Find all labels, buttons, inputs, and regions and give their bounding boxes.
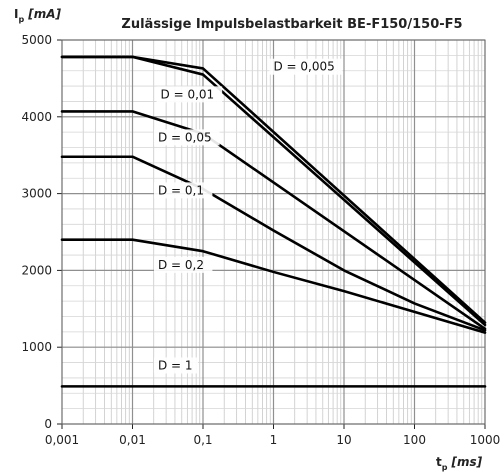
x-axis-label-unit: [ms]: [450, 455, 482, 469]
x-tick-label-6: 1000: [470, 433, 501, 447]
x-axis-label-symbol: t: [436, 455, 442, 469]
y-axis-label-symbol: I: [14, 7, 18, 21]
y-tick-label-2: 2000: [21, 263, 52, 277]
y-tick-label-0: 0: [44, 417, 52, 431]
x-tick-label-4: 10: [336, 433, 351, 447]
x-tick-label-0: 0,001: [45, 433, 79, 447]
y-tick-label-3: 3000: [21, 187, 52, 201]
axis-layer: [57, 39, 486, 429]
series-label-bg-2: [154, 129, 220, 146]
y-axis-label: Ip [mA]: [14, 7, 61, 24]
x-axis-label-subscript: p: [442, 463, 448, 472]
y-tick-label-5: 5000: [21, 33, 52, 47]
series-d-0-05: [60, 110, 487, 331]
series-label-4: D = 0,2: [158, 258, 204, 272]
series-label-bg-0: [269, 58, 343, 75]
series-label-5: D = 1: [158, 358, 193, 372]
y-axis-label-subscript: p: [18, 15, 24, 24]
tick-layer: 0,001 0,01 0,1 1 10 100 1000 0 1000 2000 3000 4000 5…: [21, 33, 500, 447]
y-tick-label-4: 4000: [21, 110, 52, 124]
x-tick-label-5: 100: [403, 433, 426, 447]
series-label-bg-3: [154, 182, 213, 199]
y-tick-label-1: 1000: [21, 340, 52, 354]
series-label-0: D = 0,005: [274, 60, 335, 74]
chart-title: Zulässige Impulsbelastbarkeit BE-F150/15…: [121, 17, 462, 32]
y-axis-label-unit: [mA]: [27, 7, 61, 21]
series-label-bg-4: [154, 256, 213, 273]
plot-frame: [61, 39, 486, 425]
series-label-1: D = 0,01: [161, 87, 215, 101]
x-tick-label-3: 1: [270, 433, 278, 447]
series-d-0-01: [60, 55, 487, 327]
series-label-bg-1: [156, 86, 223, 103]
series-label-3: D = 0,1: [158, 183, 204, 197]
x-axis-label: tp [ms]: [436, 455, 483, 472]
series-d-0-2: [60, 238, 487, 334]
series-d-0-1: [60, 155, 487, 332]
series-label-bg-5: [154, 357, 199, 374]
series-label-2: D = 0,05: [158, 130, 212, 144]
series-layer: [60, 55, 487, 388]
grid-layer: [61, 39, 486, 425]
annotation-layer: D = 0,005 D = 0,01 D = 0,05 D = 0,1 D = 0,2 D…: [154, 58, 343, 374]
x-tick-label-2: 0,1: [193, 433, 212, 447]
x-tick-label-1: 0,01: [119, 433, 146, 447]
